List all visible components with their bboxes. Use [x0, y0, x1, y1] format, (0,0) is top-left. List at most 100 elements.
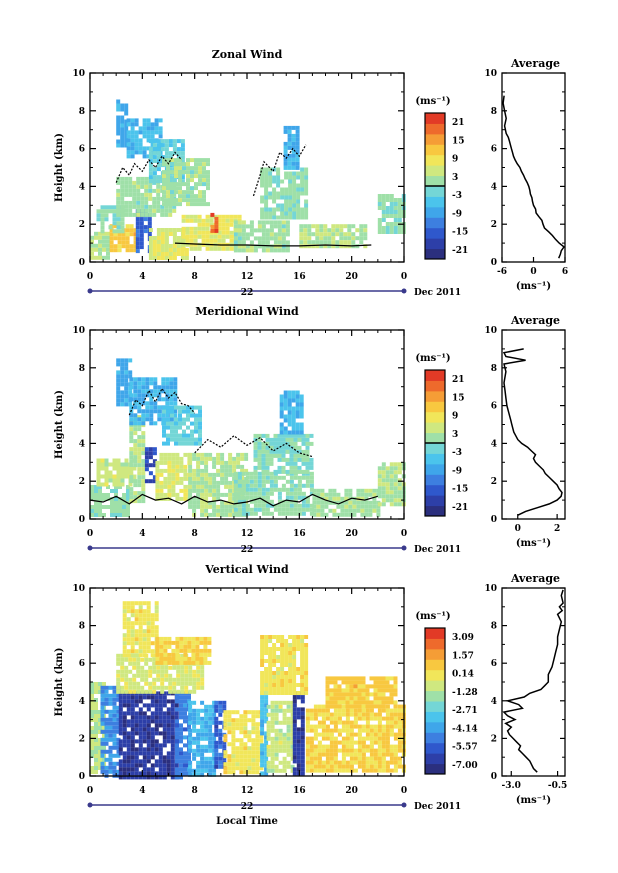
heatmap-cell-12 [376, 508, 381, 513]
heatmap-cell-4 [167, 468, 172, 473]
heatmap-cell-8 [220, 492, 225, 497]
heatmap-cell-13 [381, 502, 386, 507]
heatmap-cell-9 [289, 511, 294, 516]
heatmap-cell-4 [196, 744, 201, 749]
heatmap-cell-4 [112, 213, 117, 218]
heatmap-cell-12 [364, 488, 369, 493]
heatmap-cell-13 [284, 195, 289, 200]
heatmap-cell-8 [212, 512, 217, 517]
heatmap-cell-14 [397, 756, 402, 761]
heatmap-cell-14 [337, 720, 342, 725]
heatmap-cell-14 [393, 724, 398, 729]
heatmap-cell-1 [120, 474, 125, 479]
heatmap-cell-12 [281, 232, 286, 237]
heatmap-cell-10 [225, 226, 230, 231]
heatmap-cell-0 [102, 497, 106, 501]
heatmap-cell-11 [270, 704, 275, 709]
heatmap-cell-9 [162, 190, 166, 195]
heatmap-cell-10 [225, 214, 230, 219]
heatmap-cell-10 [293, 469, 298, 474]
heatmap-cell-6 [184, 673, 189, 678]
heatmap-cell-11 [286, 724, 291, 729]
heatmap-cell-12 [233, 248, 238, 253]
profile-y-tick-label: 4 [491, 439, 497, 449]
heatmap-cell-3 [144, 479, 149, 484]
heatmap-cell-14 [381, 708, 386, 713]
heatmap-cell-6 [168, 685, 173, 690]
heatmap-cell-16 [397, 230, 402, 234]
heatmap-cell-0 [90, 235, 94, 240]
heatmap-cell-16 [389, 206, 394, 210]
heatmap-cell-9 [162, 170, 166, 175]
heatmap-cell-13 [300, 171, 305, 176]
heatmap-cell-15 [339, 244, 344, 249]
heatmap-cell-5 [144, 176, 149, 181]
heatmap-cell-7 [126, 629, 131, 634]
heatmap-cell-15 [393, 684, 398, 689]
heatmap-cell-11 [287, 390, 292, 395]
heatmap-cell-10 [301, 469, 306, 474]
heatmap-cell-3 [183, 755, 187, 760]
heatmap-cell-8 [220, 464, 225, 469]
heatmap-cell-8 [204, 476, 209, 481]
heatmap-cell-3 [179, 723, 183, 728]
heatmap-cell-13 [292, 691, 297, 695]
heatmap-cell-14 [329, 712, 334, 717]
heatmap-cell-4 [200, 724, 205, 729]
heatmap-cell-6 [169, 417, 174, 422]
heatmap-cell-10 [285, 437, 290, 442]
heatmap-cell-2 [138, 759, 143, 764]
heatmap-cell-1 [104, 470, 109, 475]
heatmap-cell-6 [168, 677, 173, 682]
heatmap-cell-12 [281, 236, 286, 241]
heatmap-cell-13 [260, 639, 265, 643]
heatmap-cell-10 [253, 453, 258, 458]
heatmap-cell-8 [195, 636, 200, 641]
heatmap-cell-9 [247, 770, 252, 775]
heatmap-cell-13 [268, 191, 273, 196]
heatmap-cell-0 [114, 497, 118, 501]
heatmap-cell-2 [142, 775, 147, 780]
heatmap-cell-8 [191, 648, 196, 653]
heatmap-cell-2 [158, 771, 163, 776]
heatmap-cell-7 [126, 142, 131, 147]
heatmap-cell-1 [125, 224, 130, 229]
heatmap-cell-12 [273, 224, 278, 229]
heatmap-cell-2 [142, 723, 147, 728]
heatmap-cell-0 [94, 247, 98, 252]
heatmap-cell-16 [381, 202, 386, 206]
heatmap-cell-14 [333, 768, 338, 773]
heatmap-cell-3 [175, 731, 179, 736]
heatmap-cell-9 [255, 746, 260, 751]
heatmap-cell-1 [129, 228, 134, 233]
heatmap-cell-7 [146, 601, 151, 606]
heatmap-cell-14 [333, 720, 338, 725]
heatmap-cell-1 [104, 701, 109, 706]
heatmap-cell-15 [329, 680, 334, 685]
heatmap-cell-15 [385, 696, 390, 701]
heatmap-cell-9 [301, 483, 306, 488]
heatmap-cell-6 [153, 401, 158, 406]
heatmap-cell-1 [124, 470, 129, 475]
heatmap-cell-9 [289, 495, 294, 500]
heatmap-cell-0 [126, 497, 130, 501]
heatmap-cell-13 [284, 683, 289, 687]
colorbar-swatch [425, 443, 445, 454]
heatmap-cell-1 [116, 745, 121, 750]
heatmap-cell-2 [142, 735, 147, 740]
heatmap-cell-12 [372, 492, 377, 497]
heatmap-cell-10 [205, 230, 210, 235]
heatmap-cell-3 [175, 751, 179, 756]
heatmap-cell-5 [124, 188, 129, 193]
heatmap-cell-5 [132, 200, 137, 205]
heatmap-cell-1 [100, 474, 105, 479]
heatmap-cell-10 [277, 433, 282, 438]
heatmap-cell-13 [268, 687, 273, 691]
x-tick-label: 20 [345, 529, 358, 539]
heatmap-cell-16 [381, 198, 386, 202]
x-tick-label: 8 [192, 272, 198, 282]
heatmap-cell-12 [245, 224, 250, 229]
heatmap-cell-0 [102, 505, 106, 509]
heatmap-cell-12 [292, 759, 297, 764]
heatmap-cell-10 [305, 437, 310, 442]
